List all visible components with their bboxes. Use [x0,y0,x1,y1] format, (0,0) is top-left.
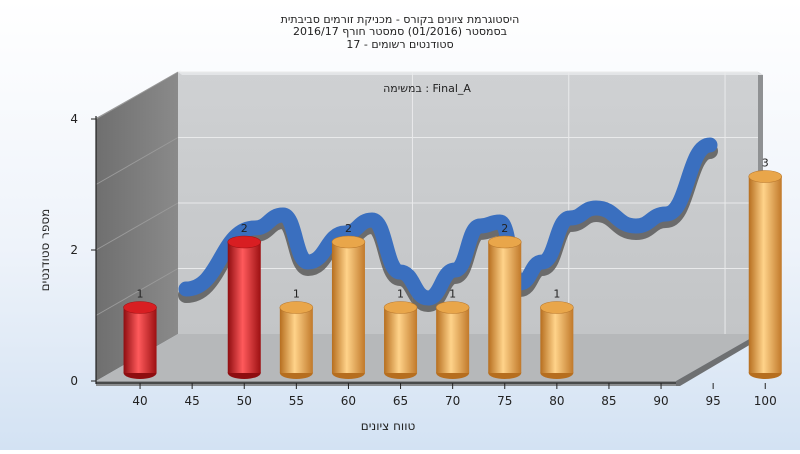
bar-body [384,307,418,373]
curve-ribbon [178,137,718,306]
x-tick-label: 50 [237,394,252,408]
x-tick-label: 45 [185,394,200,408]
bar-value-label: 1 [137,288,144,301]
x-tick-label: 70 [445,394,460,408]
bar-top [383,301,418,314]
bar-50: 2 [227,222,262,379]
x-tick-label: 65 [393,394,408,408]
x-tick-label: 55 [289,394,304,408]
y-axis: 0 2 4 [70,112,97,388]
chart-title-line-2: בסמסטר (01/2016) סמסטר חורף 2016/17 [293,25,507,38]
bar-top [279,301,314,314]
x-tick-label: 100 [754,394,777,408]
chart-title-line-1: היסטוגרמת ציונים בקורס - מכניקת זורמים ס… [281,13,520,26]
bar-body [331,242,365,373]
bar-40: 1 [123,288,157,379]
bar-body [540,307,574,373]
distribution-curve [178,137,718,313]
bar-body [748,176,782,373]
y-axis-title: מספר סטודנטים [38,209,52,292]
bar-top [540,301,574,314]
side-gridline [95,268,179,316]
bar-top [227,235,262,249]
y-tick-label: 0 [70,374,78,388]
bar-value-label: 2 [241,222,248,235]
bar-60: 2 [331,222,366,379]
bars: 1 2 1 2 1 1 2 1 3 [123,157,783,379]
x-tick-label: 80 [549,394,564,408]
bar-body [227,242,261,373]
bar-value-label: 1 [397,288,404,301]
chart-floor [96,334,758,381]
back-wall-edge-top [178,72,763,75]
y-tick-label: 4 [70,112,78,126]
side-gridline [95,202,179,251]
bar-body [436,307,470,373]
chart-subtitle: במשימה : Final_A [383,82,471,95]
bar-body [279,307,313,373]
bar-80: 1 [540,288,574,379]
bar-value-label: 1 [553,288,560,301]
bar-body [488,242,522,373]
bar-value-label: 1 [449,288,456,301]
bar-body [123,307,157,373]
side-gridline [95,71,179,120]
bar-value-label: 2 [501,222,508,235]
x-tick-label: 95 [706,394,721,408]
bar-top [748,170,783,183]
y-tick-label: 2 [70,243,78,257]
x-tick-label: 90 [653,394,668,408]
bar-value-label: 2 [345,222,352,235]
x-tick-label: 60 [341,394,356,408]
bar-65: 1 [383,288,418,379]
x-axis-title: טווח ציונים [361,419,416,433]
chart-title-line-3: סטודנטים רשומים - 17 [346,38,453,51]
bar-value-label: 1 [293,288,300,301]
x-tick-label: 40 [132,394,147,408]
bar-top [331,235,366,249]
bar-top [123,301,157,314]
bar-top [435,301,470,314]
side-gridline [95,137,179,185]
bar-100: 3 [748,157,783,379]
bar-value-label: 3 [762,157,769,170]
bar-55: 1 [279,288,314,379]
x-tick-label: 85 [601,394,616,408]
x-axis: 40 45 50 55 60 65 70 75 80 85 90 95 100 [96,382,777,408]
x-tick-label: 75 [497,394,512,408]
bar-70: 1 [435,288,470,379]
floor-right-edge [676,334,763,386]
bar-75: 2 [487,222,522,379]
bar-top [487,235,522,249]
